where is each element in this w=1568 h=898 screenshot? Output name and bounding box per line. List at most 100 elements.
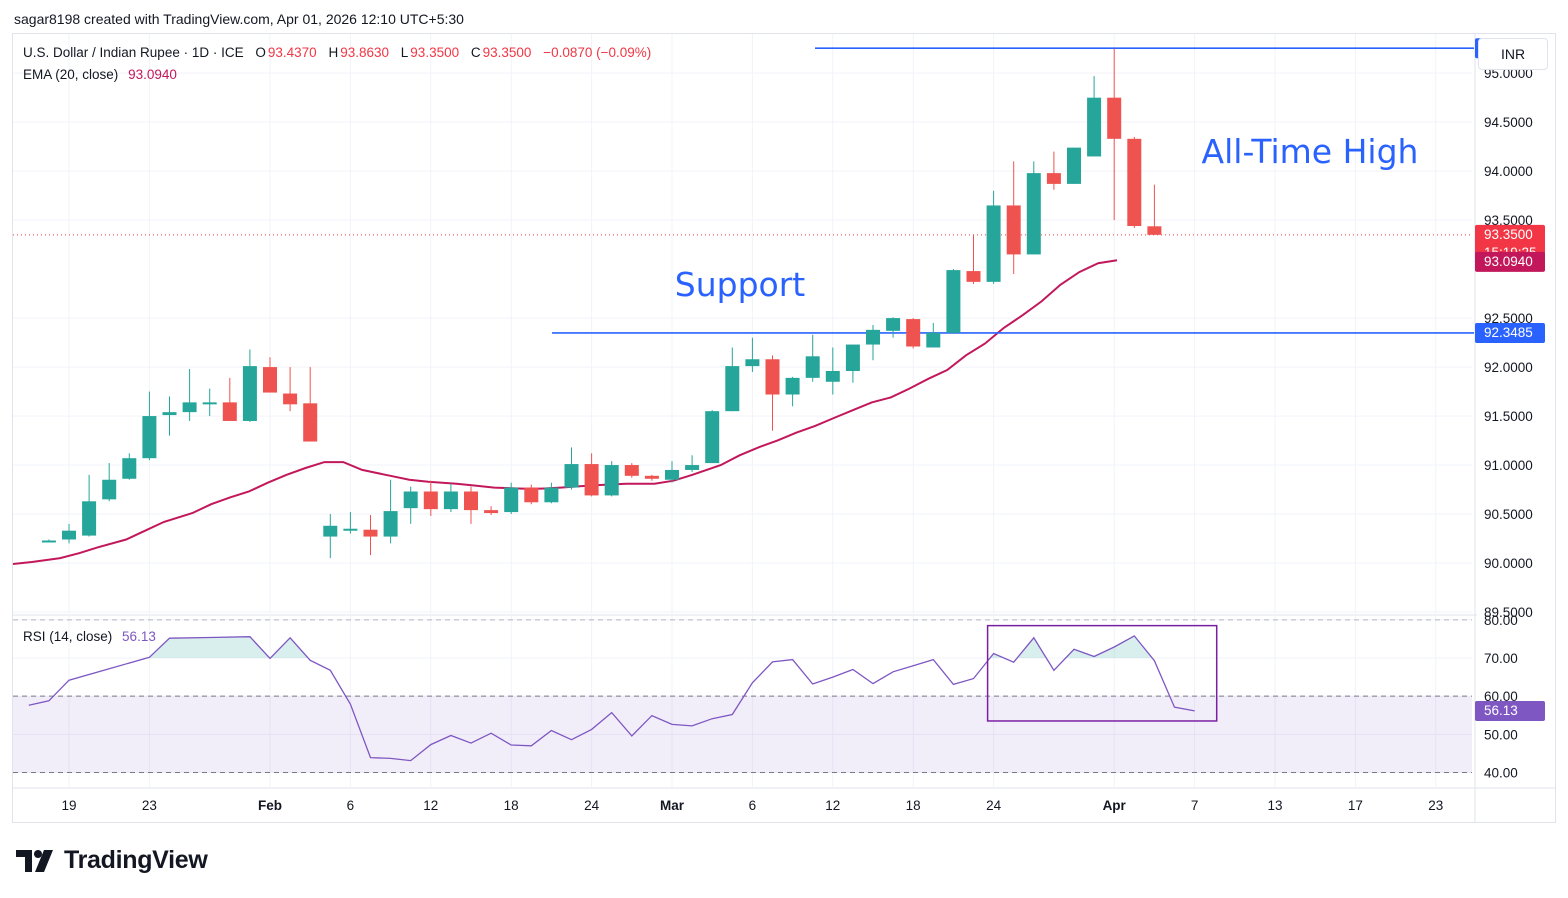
price-tick-label: 89.5000	[1484, 605, 1533, 620]
candle-body	[785, 377, 800, 395]
legend-c-label: C	[470, 45, 481, 60]
rsi-line	[28, 635, 1195, 762]
rsi-overbought-fill	[146, 635, 1153, 659]
candle-body	[182, 402, 197, 413]
all-time-high-annotation: All-Time High	[1202, 132, 1419, 171]
support-price-tag-bg	[1475, 322, 1545, 343]
legend-symbol[interactable]: U.S. Dollar / Indian Rupee · 1D · ICE	[23, 45, 244, 60]
candle-body	[1107, 97, 1122, 139]
candle-body	[263, 367, 277, 393]
support-price-tag: 92.3485	[1475, 322, 1545, 343]
chart-frame	[12, 33, 1556, 823]
legend-h-value: 93.8630	[340, 45, 390, 60]
rsi-tick-label: 80.00	[1484, 613, 1518, 628]
candle-body	[584, 464, 599, 496]
candle-body	[946, 270, 961, 333]
time-tick-label: 19	[61, 798, 76, 813]
rsi-highlight-box	[986, 624, 1218, 722]
candle-body	[544, 487, 559, 503]
candle-body	[62, 530, 76, 540]
candle-body	[303, 403, 318, 442]
candle-body	[1046, 173, 1061, 184]
legend-l-label: L	[400, 45, 409, 60]
price-tick-label: 91.5000	[1484, 409, 1533, 424]
candle-body	[1067, 147, 1081, 184]
candle-body	[805, 356, 820, 378]
candle-body	[745, 359, 760, 367]
candle-body	[464, 491, 478, 511]
candle-body	[1127, 138, 1142, 227]
annotations: Support All-Time High	[675, 132, 1419, 304]
price-tick-label: 92.5000	[1484, 311, 1533, 326]
candle-body	[383, 511, 398, 537]
time-tick-label: 23	[142, 798, 157, 813]
time-tick-label: 18	[504, 798, 519, 813]
candle-body	[1026, 173, 1041, 255]
candle-body	[142, 416, 157, 459]
time-tick-label: Mar	[660, 798, 685, 813]
price-tick-label: 90.5000	[1484, 507, 1533, 522]
candle-body	[845, 344, 860, 372]
legend-o-value: 93.4370	[267, 45, 317, 60]
rsi-tick-label: 50.00	[1484, 727, 1518, 742]
candle-body	[1006, 205, 1021, 255]
candle-body	[866, 329, 880, 345]
legend-o-label: O	[255, 45, 266, 60]
legend-ema: EMA (20, close) 93.0940	[23, 67, 179, 82]
time-tick-label: 7	[1191, 798, 1199, 813]
candle-body	[162, 412, 177, 416]
candle-body	[41, 540, 56, 543]
horizontal-lines	[13, 47, 1474, 334]
candle-body	[604, 465, 619, 496]
candle-body	[82, 501, 97, 536]
legend-change: −0.0870 (−0.09%)	[543, 45, 652, 60]
rsi-value: 56.13	[122, 629, 156, 644]
candle-body	[825, 371, 840, 382]
currency-button[interactable]: INR	[1478, 38, 1548, 70]
time-tick-label: Apr	[1103, 798, 1127, 813]
candle-body	[102, 479, 117, 500]
candle-body	[624, 465, 639, 476]
candles	[41, 48, 1162, 559]
candle-body	[765, 359, 780, 395]
rsi-tick-label: 70.00	[1484, 651, 1518, 666]
candle-body	[1087, 97, 1102, 157]
time-tick-label: 18	[906, 798, 921, 813]
time-tick-label: 24	[584, 798, 600, 813]
ema-label[interactable]: EMA (20, close)	[23, 67, 119, 82]
candle-body	[222, 402, 237, 421]
candle-body	[423, 491, 438, 510]
candle-body	[484, 510, 499, 514]
time-tick-label: 12	[423, 798, 438, 813]
rsi-band-fill	[13, 696, 1472, 773]
candle-body	[725, 366, 740, 412]
candle-body	[926, 332, 941, 348]
attribution-text: sagar8198 created with TradingView.com, …	[14, 11, 464, 27]
axis-labels: 89.5000 90.0000 90.5000 91.0000 91.5000 92.00…	[61, 66, 1532, 813]
candle-body	[363, 529, 378, 537]
candle-body	[564, 464, 579, 488]
time-tick-label: 13	[1267, 798, 1282, 813]
candle-body	[886, 318, 901, 331]
time-tick-label: 17	[1348, 798, 1363, 813]
ema-price-tag: 93.0940	[1475, 251, 1545, 272]
candle-body	[665, 469, 679, 480]
candle-body	[685, 465, 700, 470]
time-tick-label: Feb	[258, 798, 282, 813]
ema-price-tag-bg	[1475, 251, 1545, 272]
price-tick-label: 90.0000	[1484, 556, 1533, 571]
candle-body	[202, 402, 217, 405]
tradingview-logo-icon	[16, 849, 53, 872]
support-price-tag-text: 92.3485	[1484, 325, 1533, 340]
rsi-label[interactable]: RSI (14, close)	[23, 629, 113, 644]
legend-l-value: 93.3500	[410, 45, 460, 60]
last-price-tag-text: 93.3500	[1484, 227, 1533, 242]
legend-h-label: H	[328, 45, 339, 60]
rsi-value-tag-text: 56.13	[1484, 703, 1518, 718]
ema-price-tag-text: 93.0940	[1484, 254, 1533, 269]
rsi-value-tag-bg	[1475, 700, 1545, 721]
candle-body	[524, 487, 539, 503]
tradingview-logo[interactable]: TradingView	[16, 846, 208, 875]
